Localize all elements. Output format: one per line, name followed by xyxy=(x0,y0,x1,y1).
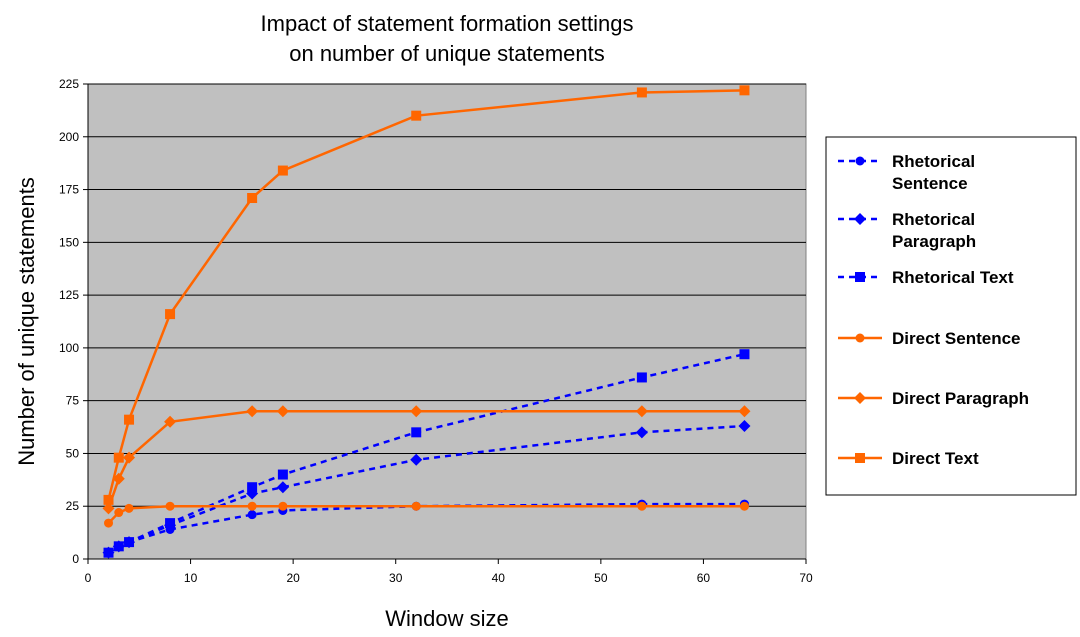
chart-title-line: on number of unique statements xyxy=(289,41,605,66)
data-point xyxy=(247,501,257,511)
y-tick-label: 75 xyxy=(66,394,80,408)
x-tick-label: 10 xyxy=(184,571,198,585)
y-tick-label: 200 xyxy=(59,130,79,144)
data-point xyxy=(113,452,124,463)
data-point xyxy=(278,501,288,511)
legend-label-line: Rhetorical xyxy=(892,152,975,171)
data-point xyxy=(738,405,751,418)
legend-label: Direct Paragraph xyxy=(892,389,1029,408)
data-point xyxy=(276,405,289,418)
data-point xyxy=(103,494,114,505)
data-point xyxy=(165,501,175,511)
legend-marker xyxy=(855,272,865,282)
data-point xyxy=(738,420,751,432)
x-tick-label: 20 xyxy=(286,571,300,585)
legend-marker xyxy=(855,453,865,463)
y-tick-label: 0 xyxy=(72,552,79,566)
x-tick-label: 0 xyxy=(85,571,92,585)
data-point xyxy=(277,165,288,176)
x-tick-label: 50 xyxy=(594,571,608,585)
y-tick-label: 125 xyxy=(59,288,79,302)
data-point xyxy=(411,501,421,511)
legend-marker xyxy=(854,392,866,404)
gridlines xyxy=(88,83,806,507)
legend-label-line: Rhetorical Text xyxy=(892,268,1014,287)
data-point xyxy=(246,405,259,418)
data-point xyxy=(247,482,258,493)
data-point xyxy=(277,469,288,480)
data-point xyxy=(739,349,750,360)
data-point xyxy=(124,503,134,513)
y-tick-label: 175 xyxy=(59,183,79,197)
series-3 xyxy=(104,501,749,528)
series-5 xyxy=(103,85,750,505)
data-point xyxy=(739,501,749,511)
series-2 xyxy=(103,349,750,558)
x-tick-label: 70 xyxy=(799,571,813,585)
series-4 xyxy=(102,405,751,515)
tick-labels: 0 25 50 75 100 125 150 175 200 225 0 10 20 30 40 50 60 70 xyxy=(59,77,813,585)
data-point xyxy=(636,87,647,98)
data-point xyxy=(636,372,647,383)
legend-label-line: Direct Sentence xyxy=(892,329,1021,348)
data-point xyxy=(739,85,750,96)
chart-title: Impact of statement formation settings on… xyxy=(261,11,634,66)
data-point xyxy=(123,451,136,464)
data-point xyxy=(247,193,258,203)
data-point xyxy=(276,481,289,494)
data-point xyxy=(165,518,176,529)
legend-label-line: Sentence xyxy=(892,174,968,193)
legend-label-line: Rhetorical xyxy=(892,210,975,229)
legend-label: Rhetorical Paragraph xyxy=(892,210,976,251)
axes xyxy=(87,84,806,560)
y-tick-label: 225 xyxy=(59,77,79,91)
x-axis-label: Window size xyxy=(385,606,508,631)
data-point xyxy=(635,426,648,439)
data-point xyxy=(635,405,648,418)
legend-label: Rhetorical Sentence xyxy=(892,152,975,193)
legend-marker xyxy=(854,213,866,225)
legend-marker xyxy=(855,156,865,166)
legend-marker xyxy=(855,333,865,343)
y-tick-label: 50 xyxy=(66,446,80,460)
data-point xyxy=(637,501,647,511)
legend-label: Direct Text xyxy=(892,449,979,468)
legend-label: Direct Sentence xyxy=(892,329,1021,348)
data-point xyxy=(102,502,115,515)
plot-area xyxy=(87,83,807,560)
data-point xyxy=(103,547,114,558)
legend-label-line: Paragraph xyxy=(892,232,976,251)
data-point xyxy=(410,453,423,466)
data-point xyxy=(104,518,114,528)
series-lines xyxy=(102,85,751,559)
y-axis-label: Number of unique statements xyxy=(14,177,39,466)
legend-label-line: Direct Text xyxy=(892,449,979,468)
x-tick-label: 30 xyxy=(389,571,403,585)
legend-label: Rhetorical Text xyxy=(892,268,1014,287)
data-point xyxy=(247,510,257,520)
y-tick-label: 25 xyxy=(66,499,80,513)
legend-label-line: Direct Paragraph xyxy=(892,389,1029,408)
data-point xyxy=(124,537,135,548)
data-point xyxy=(113,541,124,552)
y-tick-label: 100 xyxy=(59,341,79,355)
y-tick-label: 150 xyxy=(59,235,79,249)
data-point xyxy=(164,415,177,428)
data-point xyxy=(411,427,422,438)
data-point xyxy=(411,110,422,121)
data-point xyxy=(112,472,125,485)
legend-box xyxy=(825,136,1077,496)
data-point xyxy=(114,508,124,518)
x-tick-label: 60 xyxy=(697,571,711,585)
data-point xyxy=(410,405,423,418)
data-point xyxy=(124,414,135,425)
x-tick-label: 40 xyxy=(492,571,506,585)
chart-title-line: Impact of statement formation settings xyxy=(261,11,634,36)
data-point xyxy=(165,309,176,320)
